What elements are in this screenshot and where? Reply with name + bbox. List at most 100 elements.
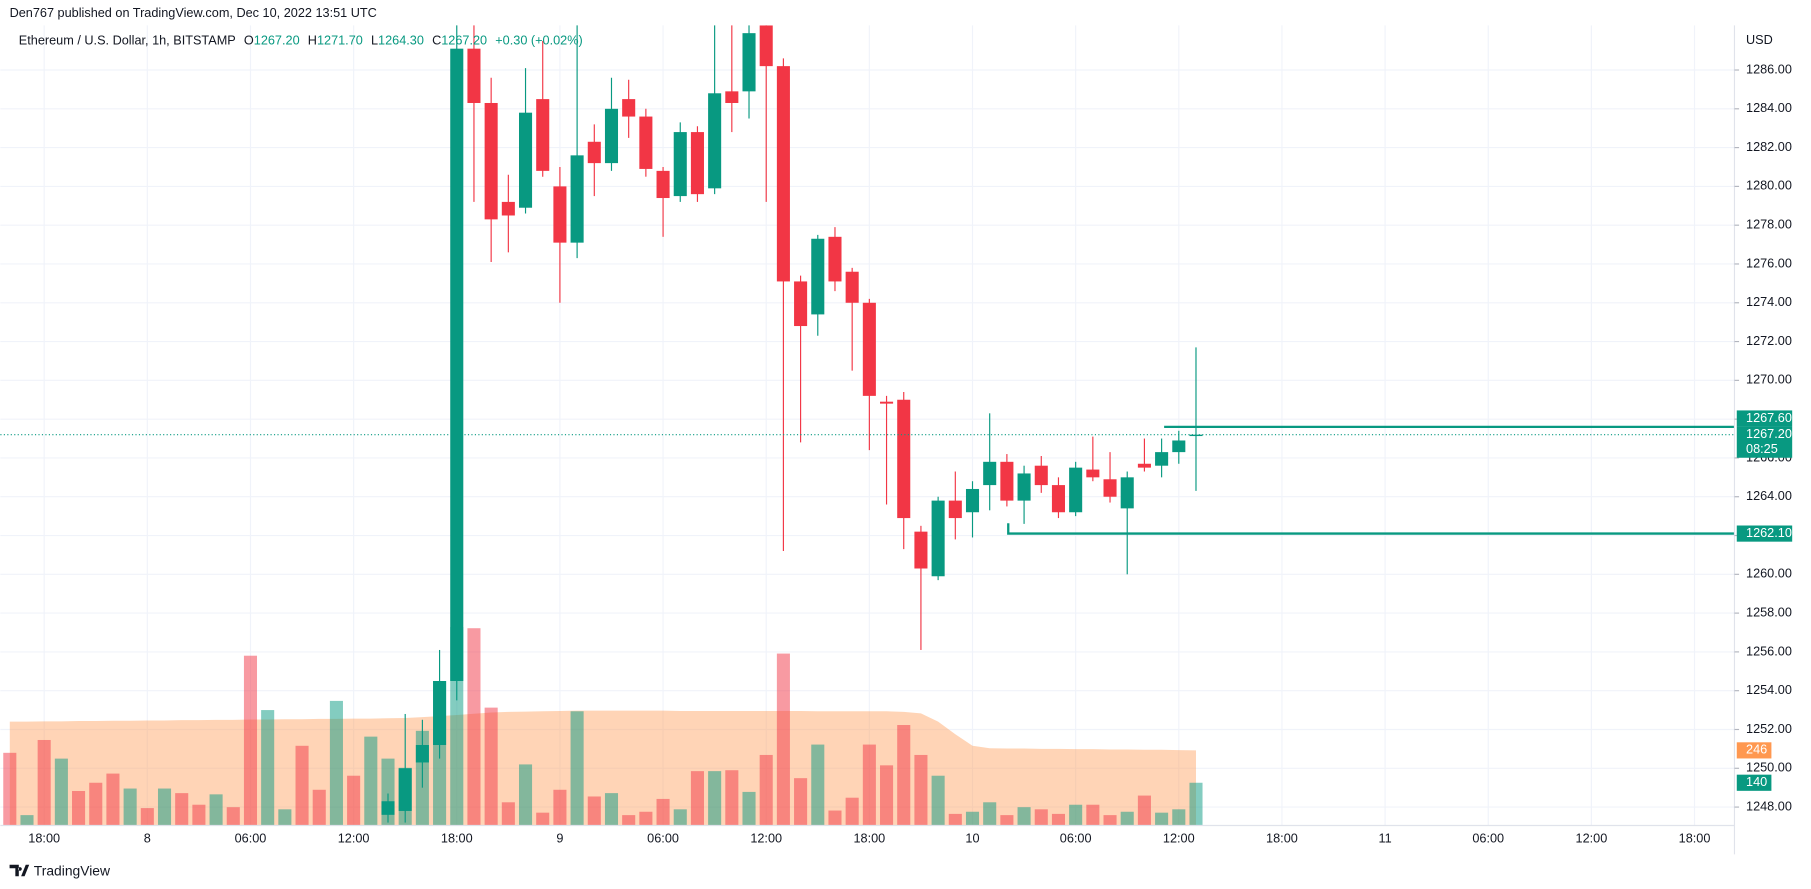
candle-body bbox=[1137, 463, 1151, 468]
candle-body bbox=[1017, 473, 1031, 501]
volume-bar bbox=[347, 775, 361, 826]
volume-bar bbox=[1051, 813, 1065, 826]
candle-body bbox=[1103, 479, 1117, 497]
candle-body bbox=[450, 48, 464, 681]
y-tick-label: 1260.00 bbox=[1746, 567, 1792, 581]
candle-body bbox=[1051, 485, 1065, 513]
y-tick-label: 1254.00 bbox=[1746, 683, 1792, 697]
volume-bar bbox=[20, 815, 34, 826]
volume-pane bbox=[3, 627, 1203, 826]
candle-body bbox=[708, 93, 722, 189]
y-tick-label: 1252.00 bbox=[1746, 722, 1792, 736]
candle-body bbox=[897, 399, 911, 519]
level-price-label: 1267.60 bbox=[1746, 411, 1792, 425]
x-tick-label: 18:00 bbox=[28, 832, 60, 846]
y-tick-label: 1270.00 bbox=[1746, 373, 1792, 387]
candle-body bbox=[1069, 467, 1083, 513]
level-price-box bbox=[1736, 525, 1793, 542]
volume-bar bbox=[243, 655, 258, 826]
candle-body bbox=[604, 108, 619, 164]
volume-bar bbox=[1017, 807, 1031, 826]
y-tick-label: 1278.00 bbox=[1746, 218, 1792, 232]
volume-bar bbox=[828, 810, 842, 826]
volume-bar bbox=[484, 707, 498, 826]
candle-body bbox=[742, 33, 756, 92]
x-tick-label: 18:00 bbox=[441, 832, 473, 846]
candle-body bbox=[639, 116, 653, 169]
y-tick-label: 1276.00 bbox=[1746, 256, 1792, 270]
volume-bar bbox=[708, 771, 722, 826]
last-price-box bbox=[1736, 426, 1793, 458]
volume-bar bbox=[209, 794, 223, 826]
volume-bar bbox=[931, 775, 945, 826]
candle-body bbox=[553, 186, 567, 243]
volume-bar bbox=[1172, 809, 1186, 826]
volume-bar bbox=[880, 765, 894, 826]
symbol-title: Ethereum / U.S. Dollar, 1h, BITSTAMP bbox=[19, 34, 236, 48]
volume-bar bbox=[175, 793, 189, 826]
level-price-label: 1262.10 bbox=[1746, 526, 1792, 540]
volume-bar bbox=[553, 789, 567, 826]
level-line bbox=[1007, 523, 1735, 535]
volume-bar bbox=[1155, 812, 1169, 826]
volume-bar bbox=[89, 782, 103, 826]
candle-body bbox=[381, 801, 395, 815]
candle-body bbox=[759, 25, 773, 67]
candle-body bbox=[622, 99, 636, 117]
volume-bar bbox=[1189, 782, 1203, 826]
candle-body bbox=[467, 48, 481, 103]
volume-bar bbox=[639, 811, 653, 826]
candle-body bbox=[776, 66, 790, 282]
volume-bar bbox=[983, 802, 997, 826]
y-tick-label: 1256.00 bbox=[1746, 644, 1792, 658]
volume-bar bbox=[72, 790, 86, 826]
countdown-label: 08:25 bbox=[1746, 442, 1778, 456]
candle-body bbox=[725, 91, 739, 103]
volume-box bbox=[1736, 774, 1772, 791]
levels bbox=[0, 425, 1735, 535]
volume-bar bbox=[192, 804, 206, 826]
candle-body bbox=[983, 461, 997, 486]
candle-body bbox=[1000, 461, 1014, 501]
candle-body bbox=[794, 281, 808, 327]
candle-body bbox=[1172, 440, 1186, 453]
volume-bar bbox=[54, 758, 68, 826]
brand-name: TradingView bbox=[34, 862, 111, 878]
volume-bar bbox=[261, 710, 275, 826]
x-tick-label: 06:00 bbox=[235, 832, 267, 846]
candle-body bbox=[965, 488, 980, 513]
volume-bar bbox=[570, 711, 584, 826]
candle-body bbox=[1189, 434, 1203, 437]
volume-bar bbox=[123, 788, 137, 826]
candle-body bbox=[433, 680, 447, 746]
volume-bar bbox=[673, 809, 687, 826]
volume-bar bbox=[140, 808, 154, 826]
volume-bar bbox=[862, 744, 876, 826]
candle-body bbox=[811, 238, 825, 315]
volume-bar bbox=[278, 809, 292, 826]
change-value: +0.30 (+0.02%) bbox=[495, 34, 582, 48]
volume-bar bbox=[845, 797, 859, 826]
volume-bar bbox=[759, 754, 773, 826]
volume-bar bbox=[811, 744, 825, 826]
x-tick-label: 18:00 bbox=[853, 832, 885, 846]
last-price-label: 1267.20 bbox=[1746, 427, 1792, 441]
volume-bar bbox=[1000, 815, 1014, 826]
volume-bar bbox=[1086, 804, 1100, 826]
volume-bar bbox=[312, 789, 326, 826]
level-price-box bbox=[1736, 410, 1793, 427]
candle-body bbox=[519, 112, 533, 208]
header-legend: Ethereum / U.S. Dollar, 1h, BITSTAMP O12… bbox=[19, 34, 583, 48]
volume-bar bbox=[106, 773, 120, 826]
y-tick-label: 1250.00 bbox=[1746, 761, 1792, 775]
candle-body bbox=[948, 500, 962, 519]
volume-bar bbox=[1103, 815, 1117, 826]
axes: 1248.00 1250.00 1252.00 1254.00 1256.00 1258.… bbox=[28, 62, 1793, 846]
candles bbox=[381, 25, 1203, 823]
candle-body bbox=[690, 132, 704, 195]
candle-body bbox=[656, 170, 670, 199]
volume-bar bbox=[1120, 811, 1134, 826]
open-label: O bbox=[244, 34, 254, 48]
volume-bar bbox=[536, 812, 550, 826]
volume-bar bbox=[519, 764, 533, 826]
